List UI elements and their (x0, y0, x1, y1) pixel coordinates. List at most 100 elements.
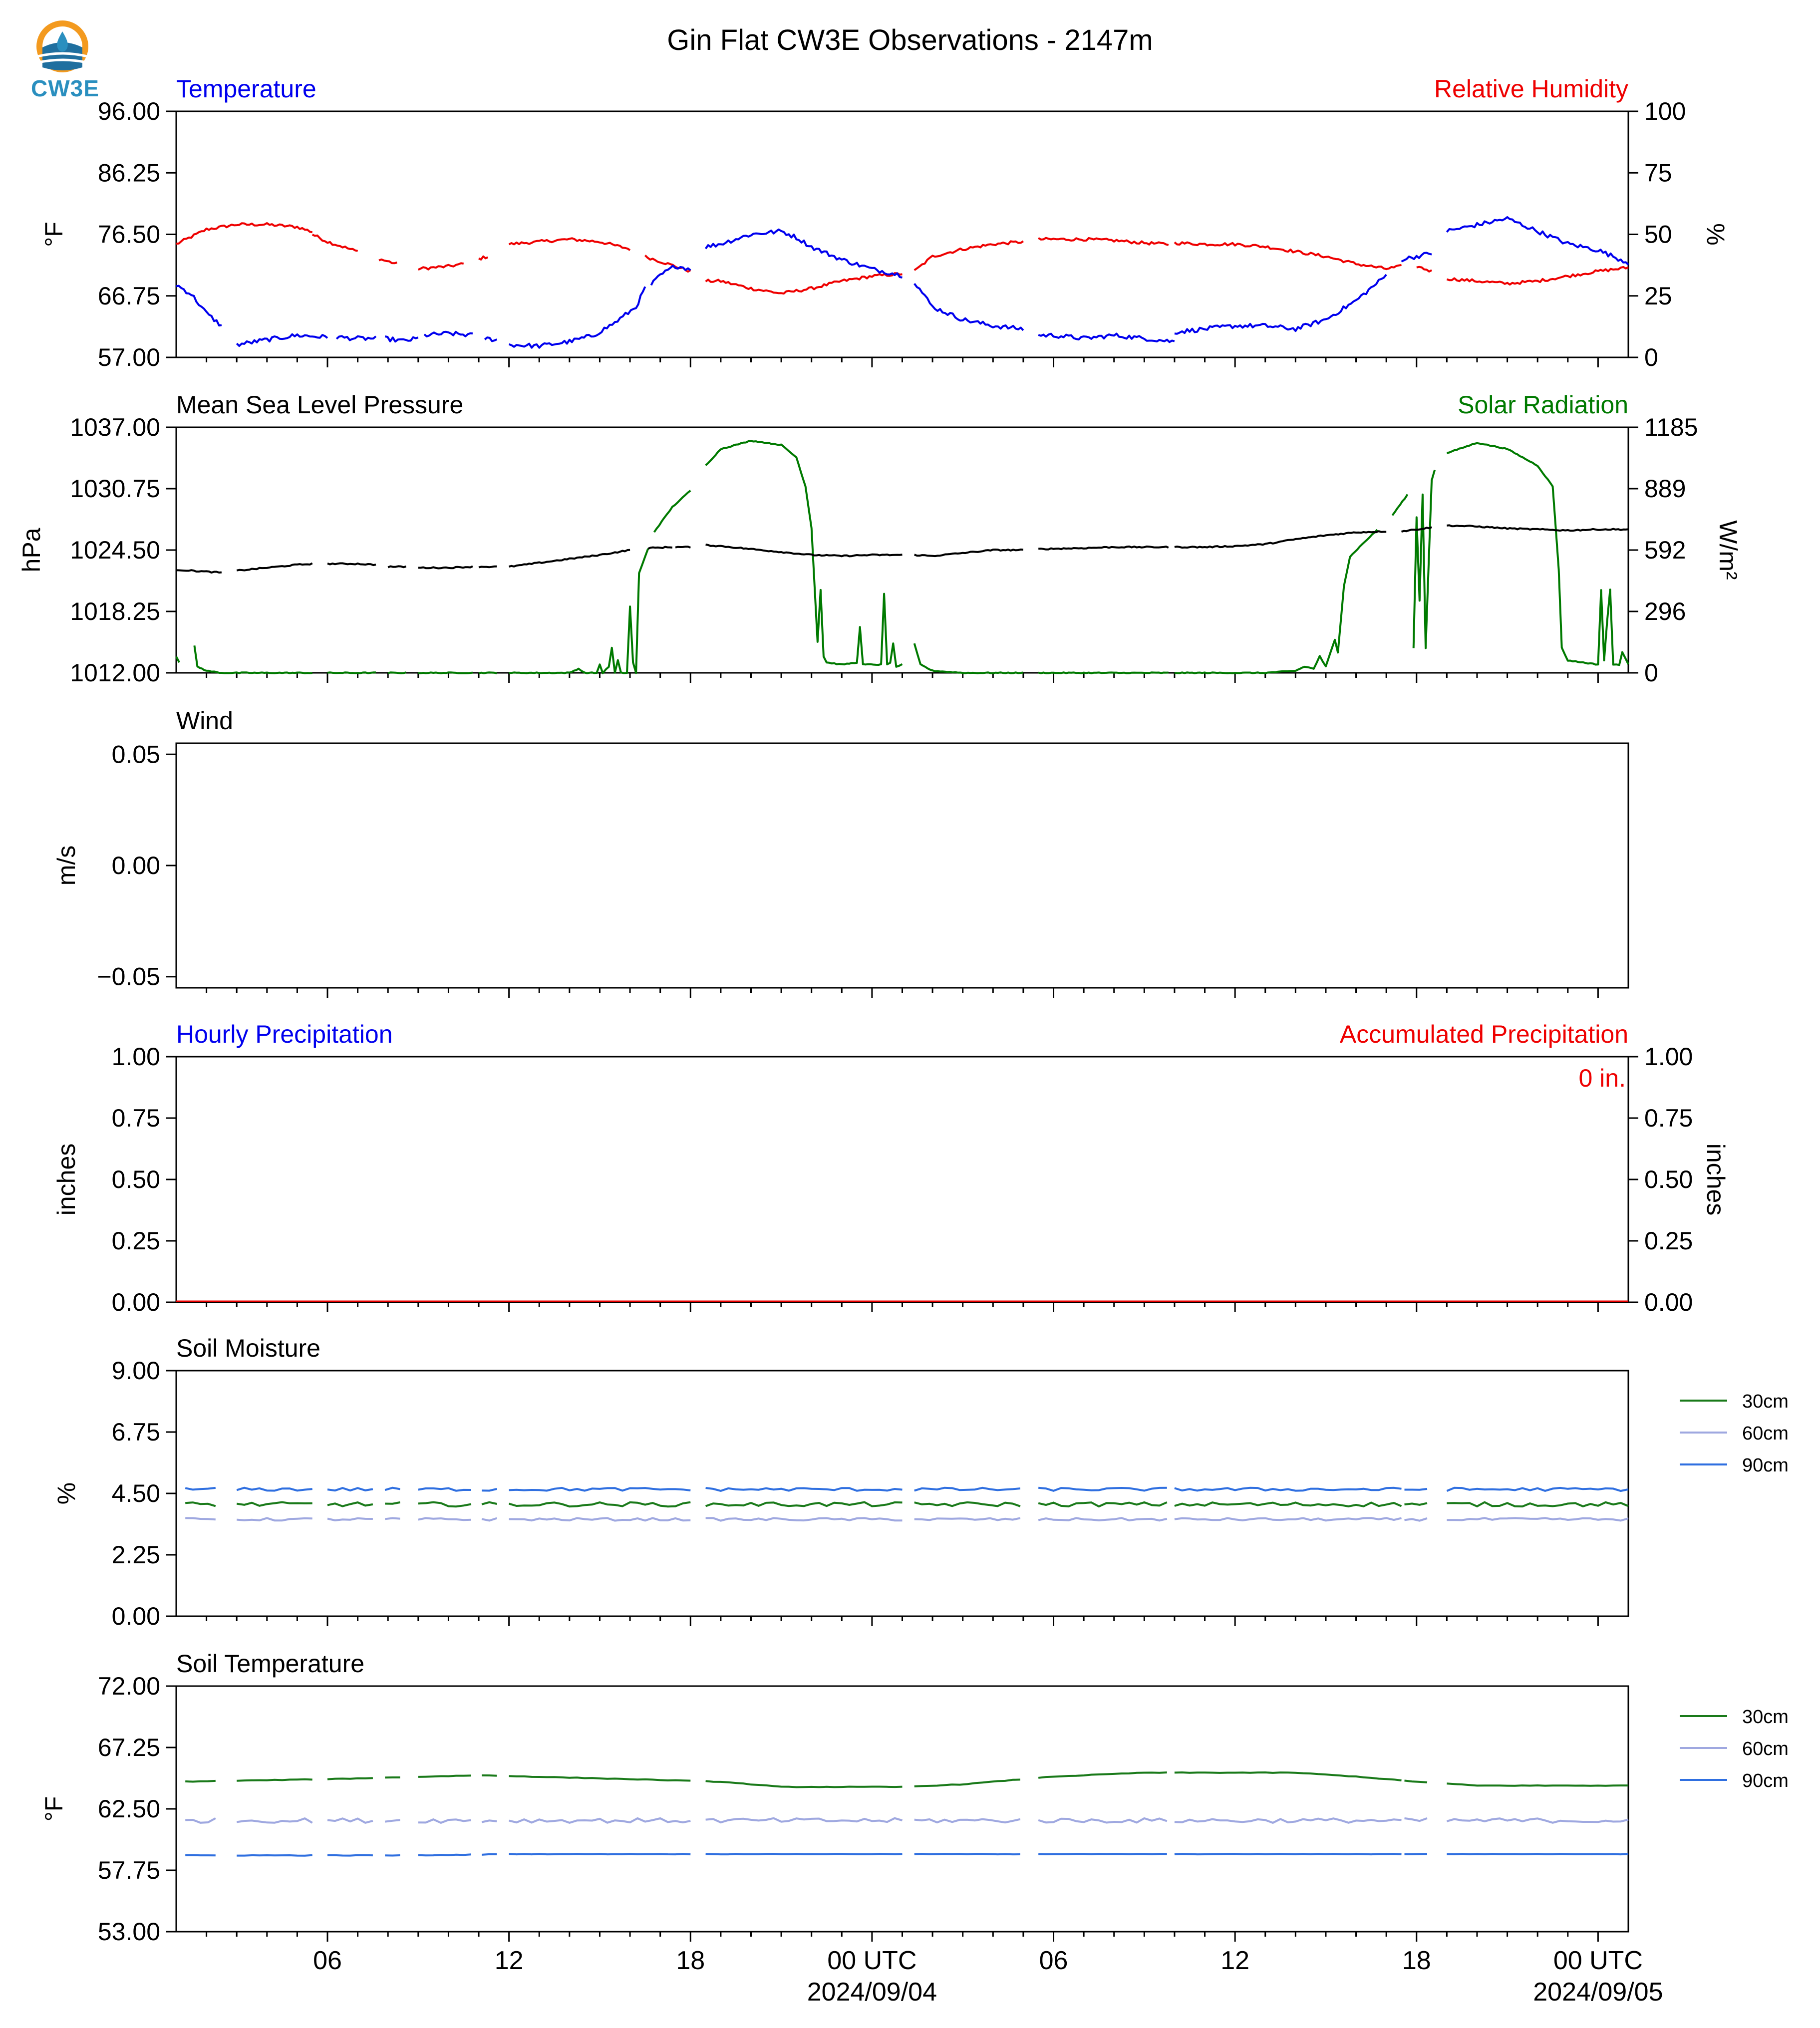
soil-moisture-segment-12 (1447, 1501, 1629, 1508)
soil-temperature-segment-5 (482, 1774, 497, 1777)
soil-moisture-segment-7 (705, 1487, 903, 1492)
temperature-series-segment-13 (1446, 216, 1629, 266)
y-left-tick-label: 0.00 (112, 852, 160, 879)
plot-frame (175, 110, 1629, 358)
solar-series (175, 440, 1629, 674)
x-tick-label: 18 (1402, 1946, 1431, 1975)
soil-moisture-segment-0 (185, 1486, 216, 1491)
soil-moisture-segment-2 (327, 1501, 373, 1507)
soil-moisture-legend-label: 30cm (1742, 1391, 1789, 1412)
y-left-tick-label: 0.00 (112, 1288, 160, 1316)
temperature-series-segment-5 (484, 336, 498, 342)
soil-temperature-legend-label: 60cm (1742, 1738, 1789, 1759)
soil-moisture-segment-7 (705, 1501, 903, 1507)
soil-moisture-segment-4 (418, 1487, 471, 1492)
soil-temperature-segment-10 (1174, 1817, 1402, 1824)
y-left-tick-label: 2.25 (112, 1541, 160, 1569)
solar-series-segment-0 (175, 656, 180, 663)
solar-series-segment-5 (478, 671, 497, 674)
panel-left-title: Temperature (176, 75, 316, 103)
y-left-tick-label: 1024.50 (70, 536, 160, 564)
y-right-axis-label: inches (1702, 1144, 1730, 1216)
temperature-series-segment-0 (176, 285, 222, 327)
pressure-series-segment-11 (1038, 545, 1169, 551)
y-left-tick-label: 53.00 (98, 1918, 160, 1946)
x-tick-label: 18 (676, 1946, 705, 1975)
y-left-tick-label: 1018.25 (70, 597, 160, 625)
soil-moisture-segment-5 (482, 1487, 497, 1492)
soil-moisture-segment-8 (914, 1486, 1021, 1492)
soil-moisture-series-90cm (185, 1486, 1629, 1492)
soil-temperature-legend-label: 30cm (1742, 1707, 1789, 1728)
soil-moisture-segment-4 (418, 1517, 471, 1521)
y-left-tick-label: 9.00 (112, 1357, 160, 1385)
soil-temperature-segment-9 (1038, 1771, 1167, 1779)
y-right-tick-label: 1185 (1644, 413, 1698, 441)
x-tick-label: 12 (495, 1946, 524, 1975)
soil-moisture-segment-9 (1038, 1501, 1168, 1508)
soil-temperature-segment-5 (481, 1853, 497, 1856)
soil-temperature-segment-11 (1404, 1779, 1428, 1783)
y-right-tick-label: 0.00 (1644, 1288, 1693, 1316)
pressure-series-segment-14 (1447, 524, 1629, 532)
soil-temperature-segment-8 (914, 1778, 1020, 1787)
panel-left-title: Soil Temperature (176, 1650, 364, 1678)
soil-moisture-segment-8 (914, 1517, 1021, 1521)
panel-soil_temperature: 72.00 67.25 62.50 57.75 53.00 Soil Temperatur… (40, 1650, 1629, 1946)
y-left-axis-label: °F (40, 1796, 68, 1822)
x-tick-label: 06 (1039, 1946, 1068, 1975)
pressure-series-segment-9 (705, 544, 903, 558)
temperature-series-segment-4 (423, 330, 473, 337)
solar-series-segment-8 (705, 440, 903, 668)
y-left-tick-label: 1037.00 (70, 413, 160, 441)
soil-moisture-segment-8 (914, 1501, 1021, 1507)
y-right-axis-label: % (1702, 223, 1730, 245)
x-tick-label: 06 (313, 1946, 342, 1975)
plot-frame (175, 1056, 1629, 1303)
y-right-tick-label: 296 (1644, 597, 1686, 625)
soil-moisture-segment-6 (509, 1517, 691, 1522)
y-left-tick-label: 1.00 (112, 1043, 160, 1071)
y-left-tick-label: 57.75 (98, 1856, 160, 1884)
y-left-tick-label: 96.00 (98, 97, 160, 125)
soil-moisture-legend-label: 60cm (1742, 1423, 1789, 1444)
y-left-tick-label: 4.50 (112, 1479, 160, 1507)
x-tick-label: 12 (1220, 1946, 1249, 1975)
cw3e-logo-text: CW3E (31, 75, 99, 101)
soil-temperature-segment-8 (914, 1818, 1021, 1824)
y-right-tick-label: 25 (1644, 282, 1672, 310)
soil-moisture-series-60cm (185, 1517, 1629, 1522)
soil-temperature-segment-1 (236, 1817, 313, 1824)
soil-moisture-segment-3 (384, 1486, 400, 1491)
y-left-axis-label: hPa (17, 528, 45, 572)
soil-temperature-series-30cm (185, 1771, 1628, 1788)
panel-precipitation: 1.00 0.75 0.50 0.25 0.00 1.00 0.75 0.50 0.25 0.00… (52, 1020, 1730, 1316)
y-left-tick-label: 1012.00 (70, 659, 160, 687)
soil-temperature-segment-7 (705, 1817, 903, 1824)
solar-series-segment-14 (1447, 442, 1629, 666)
soil-moisture-segment-4 (418, 1501, 472, 1508)
y-left-tick-label: 86.25 (98, 159, 160, 187)
y-right-tick-label: 1.00 (1644, 1043, 1693, 1071)
soil-temperature-segment-4 (418, 1818, 472, 1824)
soil-temperature-segment-6 (509, 1775, 691, 1782)
soil-moisture-segment-12 (1447, 1517, 1629, 1522)
y-left-tick-label: 66.75 (98, 282, 160, 310)
plot-frame (175, 1370, 1629, 1617)
soil-temperature-segment-0 (185, 1854, 216, 1857)
y-left-tick-label: 1030.75 (70, 475, 160, 503)
y-left-tick-label: 0.75 (112, 1104, 160, 1132)
humidity-series (176, 222, 1629, 295)
solar-series-segment-12 (1391, 494, 1409, 516)
y-right-tick-label: 75 (1644, 159, 1672, 187)
soil-moisture-segment-3 (384, 1517, 400, 1520)
humidity-series-segment-10 (1174, 241, 1402, 271)
y-left-tick-label: 57.00 (98, 343, 160, 371)
soil-temperature-series-60cm (185, 1817, 1629, 1824)
y-left-tick-label: 62.50 (98, 1795, 160, 1823)
soil-temperature-segment-7 (705, 1780, 903, 1788)
x-tick-label: 00 UTC (1553, 1946, 1643, 1975)
temperature-series-segment-12 (1401, 252, 1432, 263)
solar-series-segment-3 (387, 671, 407, 674)
